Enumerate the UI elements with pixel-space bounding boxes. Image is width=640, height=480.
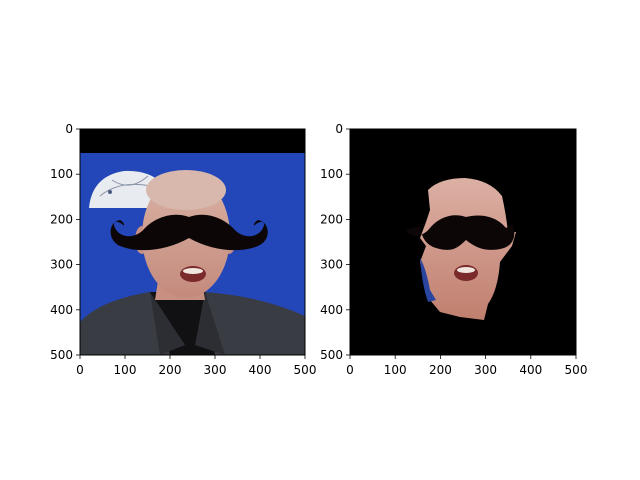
x-tick-label: 500 (565, 363, 588, 377)
y-tick-label: 300 (320, 258, 343, 272)
axes-frame (79, 128, 306, 356)
y-tick-label: 0 (335, 122, 343, 136)
x-tick-label: 300 (474, 363, 497, 377)
mustache-overlay (406, 215, 515, 250)
x-axis: 0 100 200 300 400 500 (76, 355, 316, 377)
y-tick-label: 500 (320, 348, 343, 362)
x-tick-label: 500 (294, 363, 317, 377)
y-tick-label: 100 (320, 167, 343, 181)
y-axis: 0 100 200 300 400 500 (320, 122, 350, 362)
x-tick-label: 0 (346, 363, 354, 377)
y-tick-label: 500 (50, 348, 73, 362)
x-tick-label: 100 (114, 363, 137, 377)
x-tick-label: 300 (204, 363, 227, 377)
axes-frame (349, 128, 577, 356)
x-tick-label: 200 (159, 363, 182, 377)
image-panel-original: 0 100 200 300 400 500 0 100 200 300 400 500 (50, 122, 316, 377)
mustache-overlay (110, 214, 268, 251)
x-tick-label: 400 (249, 363, 272, 377)
x-tick-label: 400 (519, 363, 542, 377)
y-axis: 0 100 200 300 400 500 (50, 122, 80, 362)
emblem-shape (89, 170, 162, 208)
y-tick-label: 400 (50, 303, 73, 317)
image-panel-segmented: 0 100 200 300 400 500 0 100 200 300 400 500 (320, 122, 587, 377)
y-tick-label: 200 (320, 212, 343, 226)
x-axis: 0 100 200 300 400 500 (346, 355, 587, 377)
y-tick-label: 100 (50, 167, 73, 181)
segmented-face (420, 178, 516, 320)
y-tick-label: 200 (50, 212, 73, 226)
x-tick-label: 0 (76, 363, 84, 377)
x-tick-label: 100 (384, 363, 407, 377)
y-tick-label: 0 (65, 122, 73, 136)
y-tick-label: 300 (50, 258, 73, 272)
x-tick-label: 200 (429, 363, 452, 377)
black-top-band (80, 129, 305, 153)
y-tick-label: 400 (320, 303, 343, 317)
